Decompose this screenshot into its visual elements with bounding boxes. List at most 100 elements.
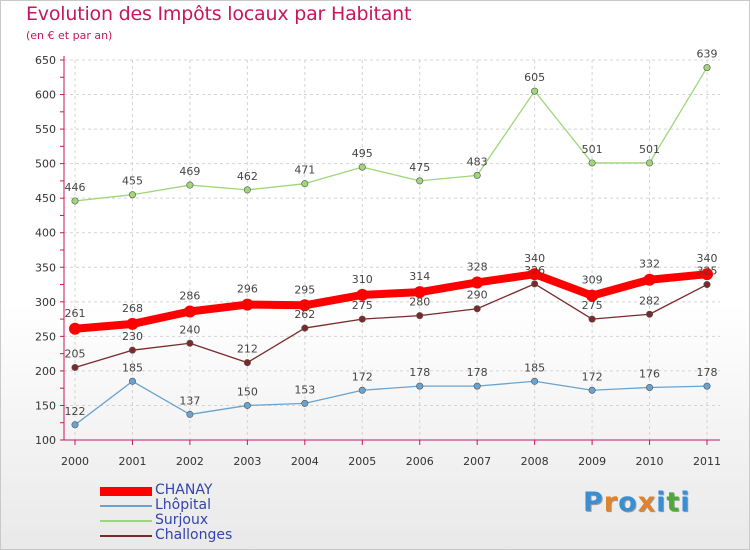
x-tick-label: 2003 bbox=[233, 455, 261, 468]
x-tick-label: 2005 bbox=[348, 455, 376, 468]
x-tick-label: 2000 bbox=[61, 455, 89, 468]
logo-letter: t bbox=[666, 487, 681, 518]
x-tick-label: 2007 bbox=[463, 455, 491, 468]
data-point bbox=[588, 315, 596, 323]
data-label: 332 bbox=[639, 258, 660, 271]
y-tick-label: 600 bbox=[35, 89, 56, 102]
data-point bbox=[473, 382, 481, 390]
data-point bbox=[531, 377, 539, 385]
data-point bbox=[588, 386, 596, 394]
data-point bbox=[473, 305, 481, 313]
data-label: 268 bbox=[122, 302, 143, 315]
logo-letter: x bbox=[637, 487, 657, 518]
chart-subtitle: (en € et par an) bbox=[26, 29, 113, 42]
data-label: 275 bbox=[352, 299, 373, 312]
legend-swatch bbox=[100, 520, 152, 522]
x-tick-label: 2011 bbox=[693, 455, 721, 468]
data-label: 230 bbox=[122, 330, 143, 343]
data-point bbox=[301, 399, 309, 407]
series-line-surjoux bbox=[74, 67, 708, 202]
data-label: 309 bbox=[582, 274, 603, 287]
y-tick-label: 650 bbox=[35, 54, 56, 67]
y-tick-label: 150 bbox=[35, 399, 56, 412]
data-label: 205 bbox=[65, 347, 86, 360]
y-tick-label: 350 bbox=[35, 261, 56, 274]
chart-title: Evolution des Impôts locaux par Habitant bbox=[26, 3, 412, 25]
data-label: 185 bbox=[122, 361, 143, 374]
data-point bbox=[473, 171, 481, 179]
data-point bbox=[243, 401, 251, 409]
data-point bbox=[646, 310, 654, 318]
data-point bbox=[356, 288, 369, 301]
data-point bbox=[528, 268, 541, 281]
data-point bbox=[358, 163, 366, 171]
data-label: 483 bbox=[467, 155, 488, 168]
y-tick-label: 450 bbox=[35, 192, 56, 205]
data-point bbox=[703, 64, 711, 72]
data-point bbox=[183, 305, 196, 318]
series-line-chanay bbox=[74, 270, 708, 333]
logo-letter: i bbox=[656, 487, 667, 518]
data-point bbox=[586, 289, 599, 302]
data-point bbox=[128, 191, 136, 199]
data-label: 290 bbox=[467, 289, 488, 302]
data-label: 462 bbox=[237, 170, 258, 183]
data-label: 261 bbox=[65, 307, 86, 320]
series-line-challonges bbox=[74, 283, 708, 369]
data-point bbox=[358, 386, 366, 394]
legend-swatch bbox=[100, 535, 152, 537]
data-label: 137 bbox=[179, 394, 200, 407]
data-point bbox=[243, 186, 251, 194]
series-lines bbox=[74, 67, 708, 426]
legend-label: CHANAY bbox=[155, 482, 213, 498]
legend-label: Lhôpital bbox=[155, 497, 211, 513]
data-label: 475 bbox=[409, 161, 430, 174]
data-label: 340 bbox=[524, 252, 545, 265]
data-label: 325 bbox=[697, 265, 718, 278]
x-tick-label: 2002 bbox=[176, 455, 204, 468]
data-label: 172 bbox=[352, 370, 373, 383]
legend-swatch bbox=[100, 486, 152, 496]
data-point bbox=[128, 377, 136, 385]
data-point bbox=[416, 382, 424, 390]
logo-letter: i bbox=[680, 487, 691, 518]
data-label: 314 bbox=[409, 270, 430, 283]
x-tick-label: 2001 bbox=[118, 455, 146, 468]
y-tick-label: 250 bbox=[35, 330, 56, 343]
data-label: 340 bbox=[697, 252, 718, 265]
data-point bbox=[71, 197, 79, 205]
data-label: 296 bbox=[237, 283, 258, 296]
data-label: 185 bbox=[524, 361, 545, 374]
legend-label: Surjoux bbox=[155, 512, 209, 528]
data-label: 153 bbox=[294, 383, 315, 396]
data-label: 501 bbox=[639, 143, 660, 156]
data-point bbox=[301, 180, 309, 188]
data-point bbox=[531, 87, 539, 95]
data-label: 150 bbox=[237, 385, 258, 398]
data-point bbox=[126, 317, 139, 330]
data-point bbox=[186, 339, 194, 347]
logo-letter: o bbox=[618, 487, 638, 518]
y-tick-label: 500 bbox=[35, 158, 56, 171]
data-point bbox=[71, 363, 79, 371]
data-point bbox=[531, 280, 539, 288]
data-label: 122 bbox=[65, 405, 86, 418]
data-point bbox=[358, 315, 366, 323]
x-tick-label: 2009 bbox=[578, 455, 606, 468]
data-label: 501 bbox=[582, 143, 603, 156]
logo-letter: r bbox=[603, 487, 619, 518]
x-tick-label: 2008 bbox=[521, 455, 549, 468]
data-point bbox=[416, 177, 424, 185]
data-point bbox=[128, 346, 136, 354]
data-label: 282 bbox=[639, 294, 660, 307]
data-point bbox=[701, 268, 713, 281]
data-label: 280 bbox=[409, 296, 430, 309]
data-label: 605 bbox=[524, 71, 545, 84]
y-tick-label: 100 bbox=[35, 434, 56, 447]
data-label: 469 bbox=[179, 165, 200, 178]
data-point bbox=[241, 298, 254, 311]
series-points bbox=[69, 64, 713, 429]
data-label: 275 bbox=[582, 299, 603, 312]
grid bbox=[64, 59, 720, 441]
